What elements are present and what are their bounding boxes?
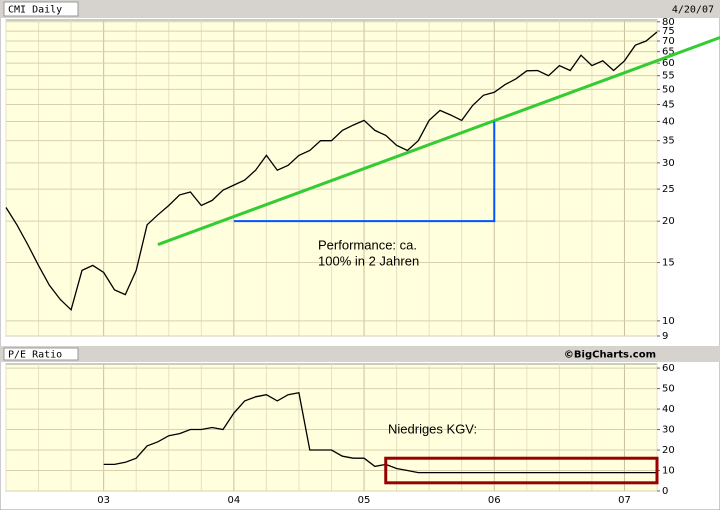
- y-tick-label: 15: [662, 258, 675, 269]
- y-tick-label: 25: [662, 184, 675, 195]
- marks: 03 04 05 06 07910152025303540455055606570758…: [5, 17, 720, 506]
- date-label: 4/20/07: [672, 5, 714, 16]
- y-tick-label: 35: [662, 136, 675, 147]
- performance-marker: [233, 121, 496, 223]
- y-tick-label: 60: [662, 363, 675, 374]
- y-tick-label: 10: [662, 466, 675, 477]
- x-tick-label: 04: [227, 495, 240, 506]
- trendline: [157, 36, 720, 246]
- y-tick-label: 10: [662, 316, 675, 327]
- y-tick-label: 0: [662, 486, 668, 497]
- title-box: [3, 1, 79, 17]
- annotation: Performance: ca.: [318, 237, 417, 252]
- annotation: 100% in 2 Jahren: [318, 253, 419, 268]
- header-bar: [0, 0, 720, 18]
- annotation: Niedriges KGV:: [388, 421, 477, 436]
- y-tick-label: 20: [662, 445, 675, 456]
- x-tick-label: 06: [488, 495, 501, 506]
- header-bar: [0, 346, 720, 362]
- y-tick-label: 60: [662, 58, 675, 69]
- source: ©BigCharts.com: [564, 350, 656, 361]
- y-tick-label: 55: [662, 71, 675, 82]
- y-tick-label: 80: [662, 17, 675, 28]
- y-tick-label: 9: [662, 331, 668, 342]
- y-tick-label: 30: [662, 425, 675, 436]
- x-tick-label: 03: [97, 495, 110, 506]
- y-tick-label: 75: [662, 26, 675, 37]
- y-tick-label: 40: [662, 116, 675, 127]
- price-line: [5, 31, 658, 312]
- price-line: [103, 391, 657, 474]
- y-tick-label: 50: [662, 384, 675, 395]
- y-tick-label: 20: [662, 216, 675, 227]
- chart-title: CMI Daily: [8, 5, 62, 16]
- highlight-box: [384, 456, 659, 485]
- y-tick-label: 50: [662, 84, 675, 95]
- y-tick-label: 40: [662, 404, 675, 415]
- y-tick-label: 70: [662, 36, 675, 47]
- pe-title: P/E Ratio: [8, 350, 62, 361]
- y-tick-label: 65: [662, 47, 675, 58]
- x-tick-label: 05: [358, 495, 371, 506]
- title-box: [3, 347, 79, 361]
- y-tick-label: 45: [662, 100, 675, 111]
- x-tick-label: 07: [618, 495, 631, 506]
- y-tick-label: 30: [662, 158, 675, 169]
